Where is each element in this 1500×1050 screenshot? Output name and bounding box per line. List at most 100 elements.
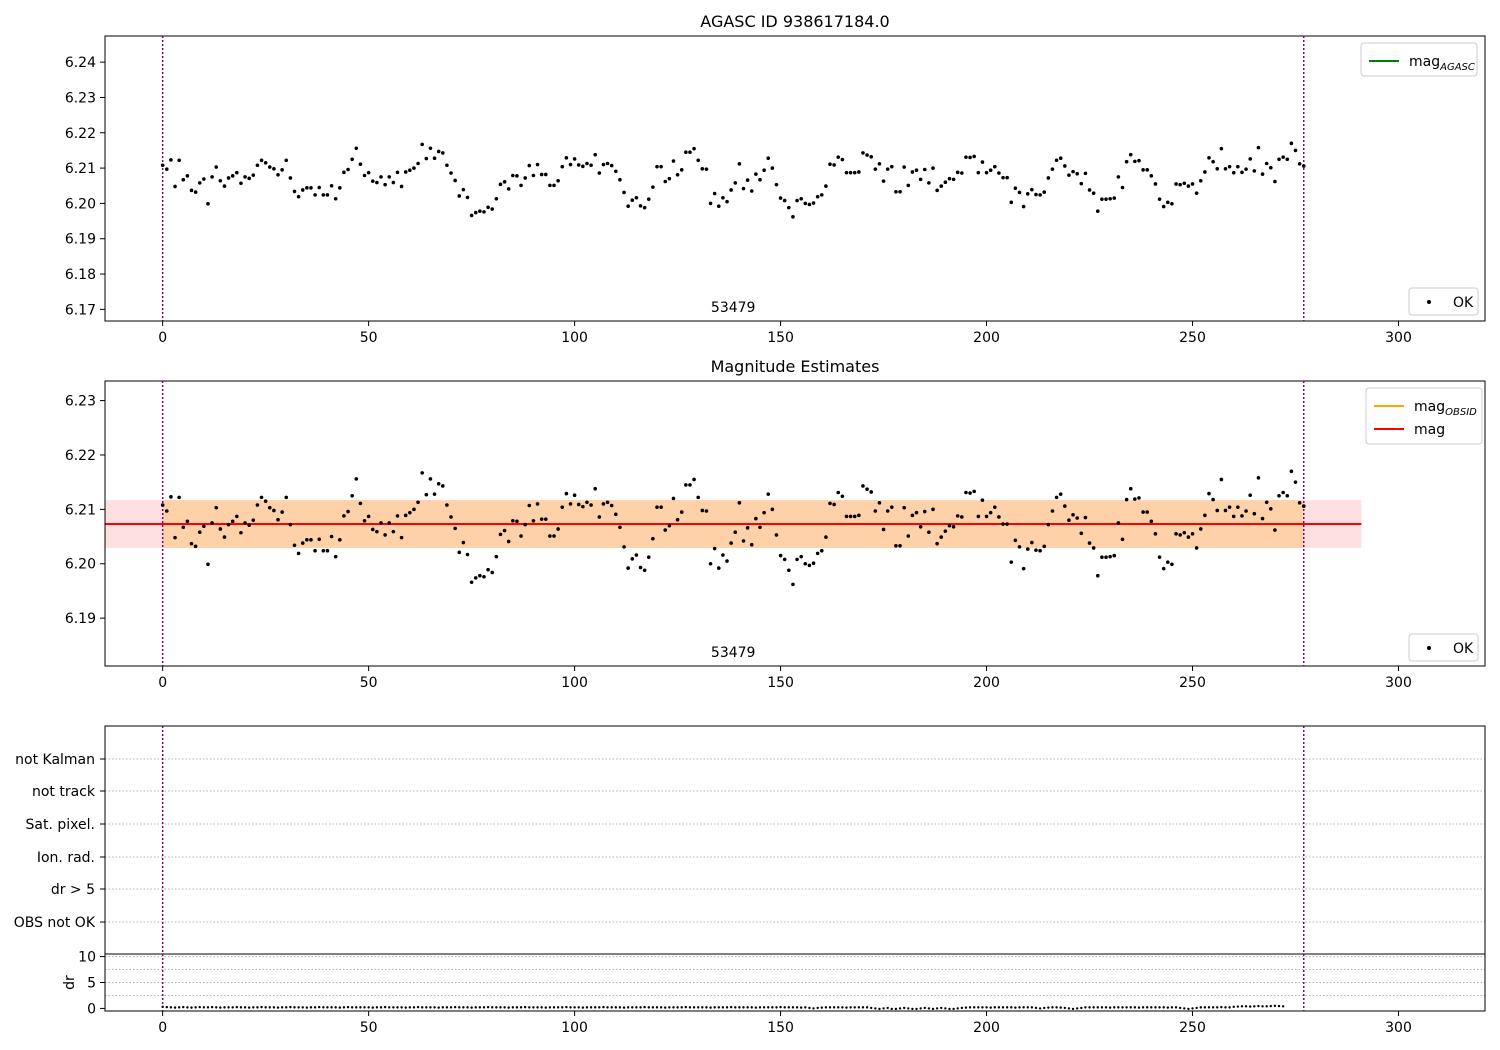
dr-data-point — [1257, 1004, 1260, 1008]
data-point — [1042, 544, 1047, 549]
data-point — [1236, 505, 1240, 509]
data-point — [383, 533, 387, 537]
dr-data-point — [585, 1006, 589, 1009]
dr-data-point — [202, 1006, 206, 1009]
data-point — [1038, 193, 1042, 197]
dr-data-point — [676, 1006, 679, 1009]
data-point — [1281, 155, 1285, 159]
data-point — [235, 170, 239, 175]
data-point — [1248, 493, 1252, 498]
data-point — [210, 175, 214, 179]
data-point — [894, 189, 898, 194]
legend-label: magOBSID — [1414, 399, 1477, 418]
dr-data-point — [894, 1007, 898, 1011]
data-point — [1025, 192, 1030, 196]
data-point — [576, 163, 581, 167]
y-tick-label: 6.23 — [65, 90, 96, 106]
dr-data-point — [960, 1006, 964, 1010]
x-tick-label: 0 — [158, 675, 167, 691]
y-tick-label: 6.20 — [65, 196, 96, 212]
dr-data-point — [293, 1006, 296, 1009]
data-point — [1063, 504, 1067, 508]
data-point — [951, 524, 956, 529]
dr-data-point — [742, 1006, 745, 1009]
flag-label: OBS not OK — [14, 915, 96, 931]
data-point — [1087, 188, 1092, 192]
y-tick-label: 6.21 — [65, 502, 96, 518]
data-point — [968, 155, 972, 160]
data-point — [1260, 516, 1265, 521]
data-point — [824, 535, 828, 539]
data-point — [614, 512, 618, 517]
x-tick-label: 50 — [360, 1020, 378, 1036]
data-point — [1009, 560, 1014, 564]
data-point — [1215, 508, 1220, 513]
data-point — [927, 530, 931, 535]
data-point — [762, 510, 766, 515]
data-point — [350, 493, 354, 498]
data-point — [824, 184, 828, 188]
data-point — [1034, 548, 1038, 552]
data-point — [321, 548, 326, 553]
data-point — [267, 505, 272, 510]
data-point — [420, 471, 424, 475]
data-point — [787, 568, 791, 573]
data-point — [160, 503, 165, 507]
dr-data-point — [445, 1006, 449, 1009]
data-point — [935, 541, 939, 546]
dr-data-point — [696, 1006, 700, 1009]
data-point — [498, 532, 503, 537]
dr-data-point — [668, 1006, 671, 1009]
data-point — [436, 481, 441, 486]
data-point — [992, 164, 997, 169]
data-point — [465, 195, 470, 200]
dr-data-point — [1199, 1006, 1202, 1009]
data-point — [964, 490, 968, 495]
dr-data-point — [1216, 1006, 1219, 1009]
data-point — [432, 492, 437, 496]
data-point — [519, 183, 523, 188]
data-point — [795, 557, 799, 562]
data-point — [403, 170, 408, 174]
dr-data-point — [1162, 1006, 1165, 1009]
data-point — [1054, 158, 1059, 163]
data-point — [914, 510, 919, 515]
data-point — [861, 484, 865, 488]
dr-data-point — [528, 1006, 531, 1009]
data-point — [449, 515, 453, 519]
dr-data-point — [1129, 1006, 1132, 1009]
dr-data-point — [791, 1006, 795, 1009]
dr-data-point — [1055, 1006, 1058, 1009]
dr-data-point — [569, 1006, 572, 1009]
dr-data-point — [400, 1006, 403, 1009]
data-point — [840, 157, 845, 162]
data-point — [276, 517, 280, 522]
data-point — [832, 163, 836, 167]
dr-data-point — [890, 1007, 894, 1011]
data-point — [651, 185, 655, 189]
data-point — [181, 177, 186, 182]
data-point — [572, 157, 577, 161]
data-point — [469, 213, 474, 218]
data-point — [873, 509, 878, 513]
data-point — [972, 154, 976, 159]
dr-data-point — [981, 1006, 984, 1009]
data-point — [725, 199, 729, 204]
data-point — [964, 155, 968, 159]
data-point — [395, 514, 400, 518]
data-point — [1198, 178, 1203, 183]
data-point — [1227, 505, 1232, 509]
data-point — [692, 146, 696, 151]
dr-data-point — [1034, 1006, 1038, 1010]
data-point — [1153, 182, 1158, 186]
data-point — [922, 509, 927, 514]
data-point — [416, 161, 420, 166]
data-point — [531, 518, 536, 523]
data-point — [737, 501, 742, 505]
dr-data-point — [239, 1006, 243, 1009]
dr-data-point — [1092, 1006, 1095, 1009]
data-point — [1153, 532, 1158, 536]
dr-data-point — [907, 1007, 910, 1010]
dr-data-point — [923, 1006, 926, 1010]
data-point — [511, 518, 515, 523]
